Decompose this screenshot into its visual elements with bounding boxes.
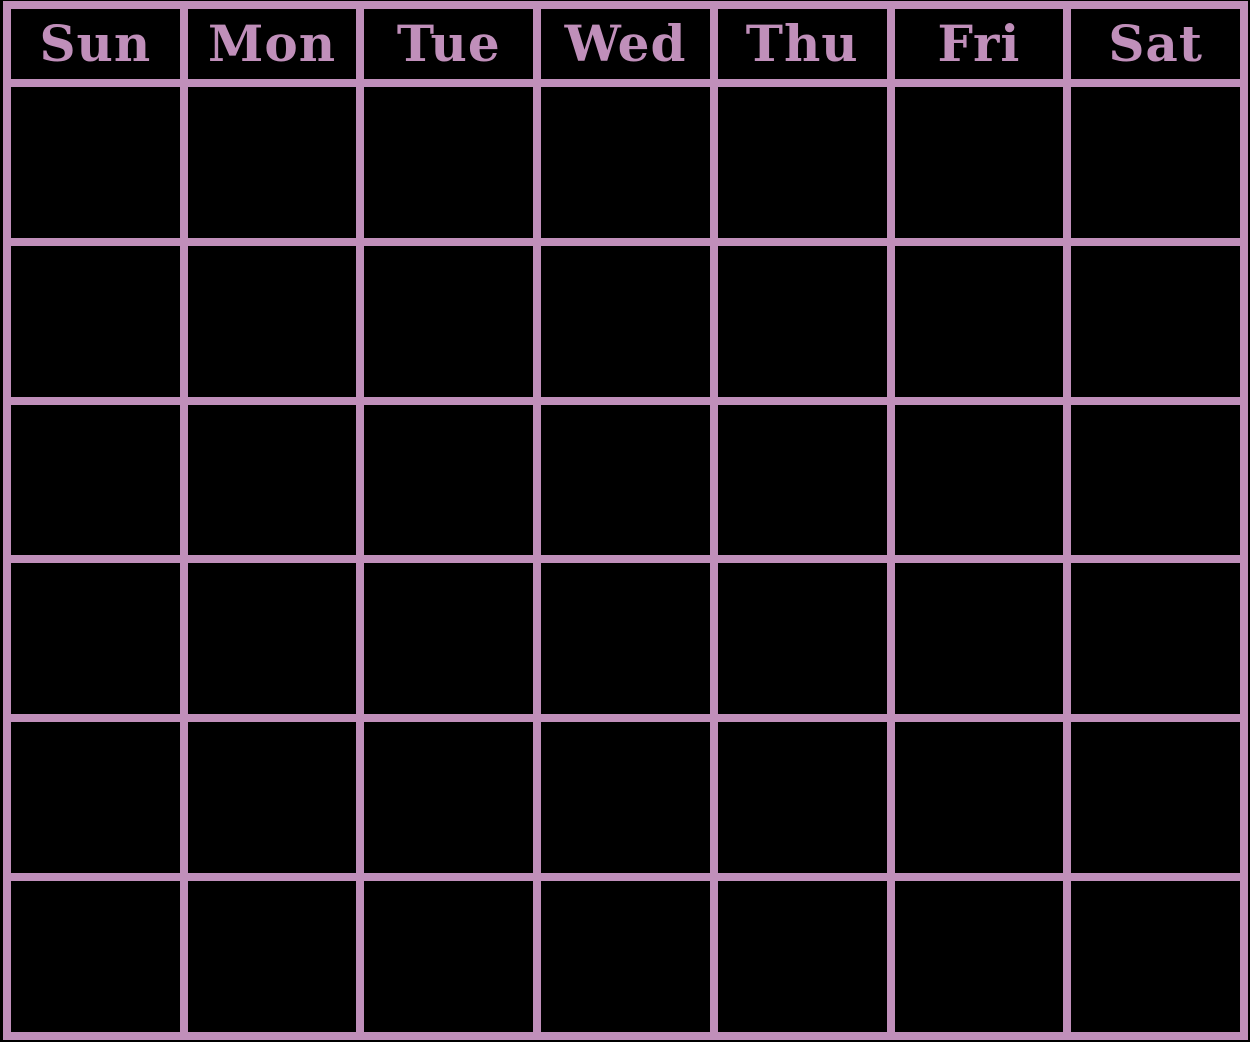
calendar-day-cell (541, 881, 710, 1032)
calendar-day-cell (1071, 87, 1240, 238)
calendar-day-cell (364, 881, 534, 1032)
calendar-day-cell (894, 722, 1064, 874)
calendar-day-cell (187, 563, 357, 715)
calendar-day-cell (717, 87, 887, 238)
calendar-day-cell (894, 245, 1064, 397)
weekday-label: Thu (745, 14, 859, 73)
calendar-day-cell (11, 722, 180, 874)
weekday-label: Wed (564, 14, 687, 73)
calendar-day-cell (894, 881, 1064, 1032)
weekday-label: Mon (208, 14, 337, 73)
calendar-day-cell (364, 404, 534, 556)
calendar-day-cell (364, 563, 534, 715)
weekday-label: Sun (39, 14, 152, 73)
calendar-day-cell (541, 404, 710, 556)
calendar-day-cell (894, 404, 1064, 556)
weekday-header-wed: Wed (541, 9, 710, 79)
weekday-header-mon: Mon (187, 9, 357, 79)
calendar-day-cell (11, 563, 180, 715)
calendar-day-cell (187, 87, 357, 238)
weekday-label: Fri (937, 14, 1021, 73)
calendar-day-cell (11, 245, 180, 397)
weekday-label: Tue (396, 14, 501, 73)
calendar-day-cell (187, 881, 357, 1032)
weekday-header-sun: Sun (11, 9, 180, 79)
calendar-day-cell (717, 404, 887, 556)
calendar-day-cell (1071, 722, 1240, 874)
calendar-day-cell (541, 87, 710, 238)
calendar-day-cell (541, 722, 710, 874)
calendar-day-cell (717, 881, 887, 1032)
calendar-day-cell (364, 87, 534, 238)
calendar-day-cell (1071, 563, 1240, 715)
calendar-day-cell (11, 881, 180, 1032)
calendar-day-cell (894, 563, 1064, 715)
calendar-day-cell (364, 245, 534, 397)
calendar-grid: Sun Mon Tue Wed Thu Fri Sat (3, 1, 1248, 1040)
weekday-header-thu: Thu (717, 9, 887, 79)
calendar-day-cell (1071, 245, 1240, 397)
calendar-day-cell (894, 87, 1064, 238)
weekday-label: Sat (1108, 14, 1203, 73)
calendar-day-cell (187, 245, 357, 397)
calendar-day-cell (364, 722, 534, 874)
calendar-day-cell (717, 563, 887, 715)
weekday-header-fri: Fri (894, 9, 1064, 79)
weekday-header-sat: Sat (1071, 9, 1240, 79)
calendar-day-cell (1071, 881, 1240, 1032)
calendar-day-cell (717, 245, 887, 397)
calendar-day-cell (1071, 404, 1240, 556)
calendar-day-cell (541, 563, 710, 715)
calendar-day-cell (187, 722, 357, 874)
calendar-day-cell (717, 722, 887, 874)
weekday-header-tue: Tue (364, 9, 534, 79)
calendar-day-cell (541, 245, 710, 397)
calendar-day-cell (11, 87, 180, 238)
calendar-day-cell (187, 404, 357, 556)
calendar-day-cell (11, 404, 180, 556)
